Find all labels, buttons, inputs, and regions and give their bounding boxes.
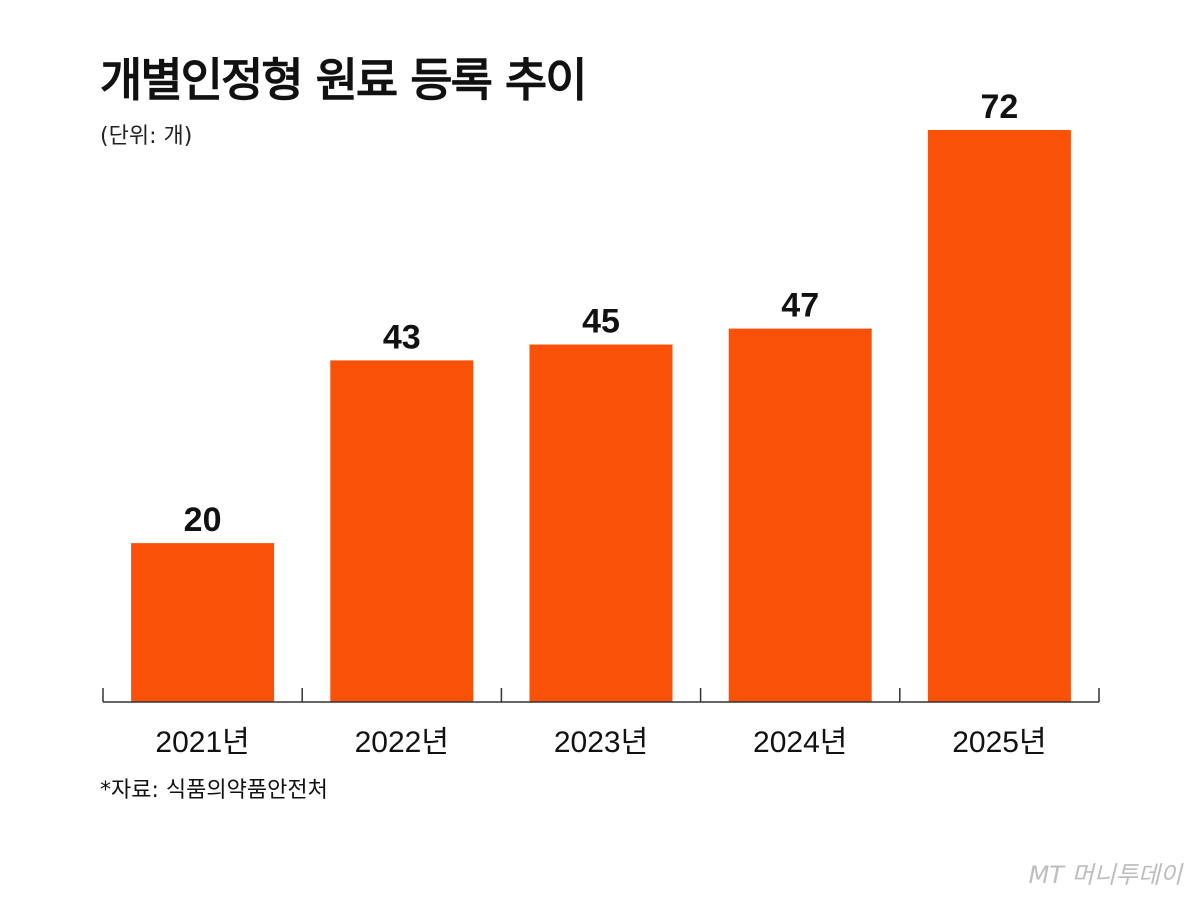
category-label-3: 2023년 <box>554 726 648 759</box>
chart-title: 개별인정형 원료 등록 추이 <box>100 53 588 107</box>
value-label-2: 43 <box>383 318 421 356</box>
category-label-4: 2024년 <box>753 726 847 759</box>
category-label-1: 2021년 <box>155 726 249 759</box>
value-label-4: 47 <box>781 287 819 325</box>
brand-logo: MT 머니투데이 <box>1028 861 1182 889</box>
source-note: *자료: 식품의약품안전처 <box>100 778 328 803</box>
bar-3 <box>529 344 673 702</box>
category-label-5: 2025년 <box>952 726 1046 759</box>
unit-label: (단위: 개) <box>100 124 193 149</box>
bar-1 <box>131 543 275 702</box>
value-label-1: 20 <box>184 501 222 539</box>
bar-5 <box>927 130 1071 702</box>
value-label-5: 72 <box>980 88 1018 126</box>
bar-4 <box>728 328 872 702</box>
category-label-2: 2022년 <box>355 726 449 759</box>
bar-2 <box>330 360 474 702</box>
value-label-3: 45 <box>582 303 620 341</box>
